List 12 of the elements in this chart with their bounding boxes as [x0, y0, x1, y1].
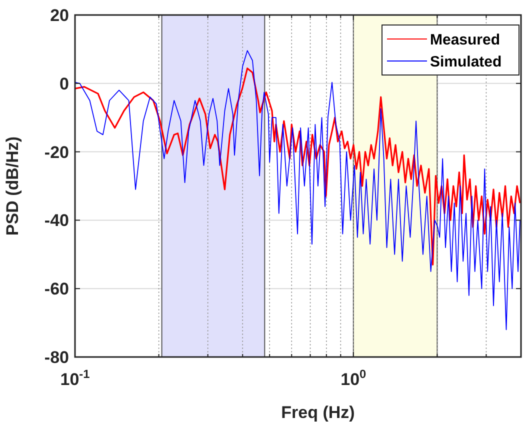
- y-tick-label: -40: [44, 211, 69, 230]
- y-axis-title: PSD (dB/Hz): [3, 136, 22, 236]
- y-tick-label: -60: [44, 280, 69, 299]
- legend-label: Simulated: [430, 53, 502, 70]
- y-tick-label: 20: [50, 6, 69, 25]
- y-tick-label: -80: [44, 348, 69, 367]
- y-tick-label: -20: [44, 142, 69, 162]
- x-tick-label: 10$^{-1}$: [60, 367, 90, 389]
- legend-label: Measured: [430, 31, 500, 48]
- x-axis-title: Freq (Hz): [281, 403, 355, 422]
- y-tick-label: 0: [60, 74, 69, 94]
- x-tick-label: 10$^{0}$: [340, 367, 367, 389]
